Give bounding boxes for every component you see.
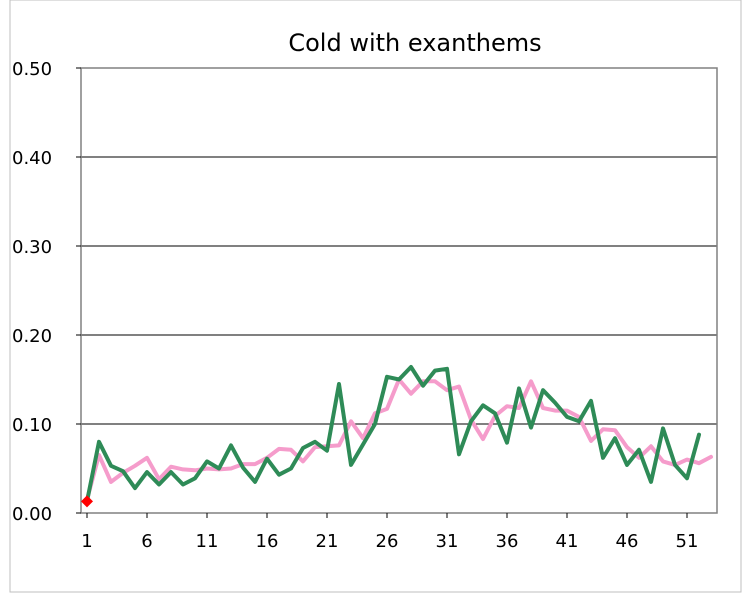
x-tick-label: 11: [196, 531, 219, 552]
y-tick-label: 0.30: [12, 237, 52, 258]
y-tick-label: 0.00: [12, 504, 52, 525]
x-tick-label: 31: [436, 531, 459, 552]
x-tick-label: 51: [676, 531, 699, 552]
y-axis-ticks: 0.00 0.10 0.20 0.30 0.40 0.50: [12, 59, 81, 525]
series-line-green: [85, 365, 701, 504]
x-tick-label: 26: [376, 531, 399, 552]
marker-layer: [81, 495, 93, 508]
x-tick-label: 36: [496, 531, 519, 552]
x-tick-label: 46: [616, 531, 639, 552]
chart-title: Cold with exanthems: [288, 29, 541, 57]
gridlines: [81, 156, 717, 425]
y-tick-label: 0.50: [12, 59, 52, 80]
x-tick-label: 6: [141, 531, 152, 552]
x-tick-label: 1: [81, 531, 92, 552]
y-tick-label: 0.40: [12, 148, 52, 169]
plot-area-frame: [80, 67, 718, 514]
series-layer: [85, 365, 713, 504]
chart-area-border: [9, 0, 742, 593]
data-point-marker: [81, 495, 93, 508]
y-tick-label: 0.20: [12, 326, 52, 347]
x-tick-label: 21: [316, 531, 339, 552]
x-tick-label: 16: [256, 531, 279, 552]
x-axis-ticks: 1 6 11 16 21 26 31 36 41 46 51: [81, 513, 698, 552]
y-tick-label: 0.10: [12, 415, 52, 436]
x-tick-label: 41: [556, 531, 579, 552]
